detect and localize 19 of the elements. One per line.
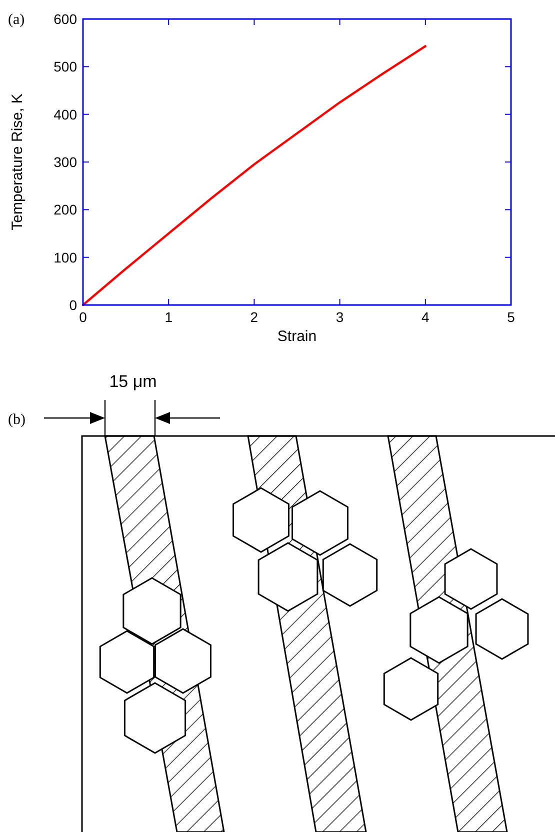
line-series: [82, 45, 426, 306]
y-tick-label: 200: [54, 202, 78, 218]
y-tick-label: 400: [54, 106, 78, 122]
text: (b): [8, 412, 26, 428]
text: (a): [8, 12, 25, 28]
x-tick-label: 4: [422, 309, 430, 325]
x-tick-label: 0: [79, 309, 88, 325]
y-tick-label: 100: [54, 249, 78, 266]
text: 15 μm: [109, 372, 157, 391]
y-axis-title: Temperature Rise, K: [9, 94, 26, 230]
x-tick-label: 3: [336, 309, 344, 325]
x-tick-label: 5: [507, 309, 516, 325]
y-tick-label: 600: [54, 11, 78, 27]
x-axis-title: Strain: [277, 328, 317, 345]
y-tick-label: 500: [54, 58, 78, 75]
y-tick-label: 300: [54, 154, 78, 170]
x-tick-label: 1: [164, 309, 173, 325]
y-tick-label: 0: [69, 297, 78, 313]
x-tick-label: 2: [250, 309, 258, 325]
